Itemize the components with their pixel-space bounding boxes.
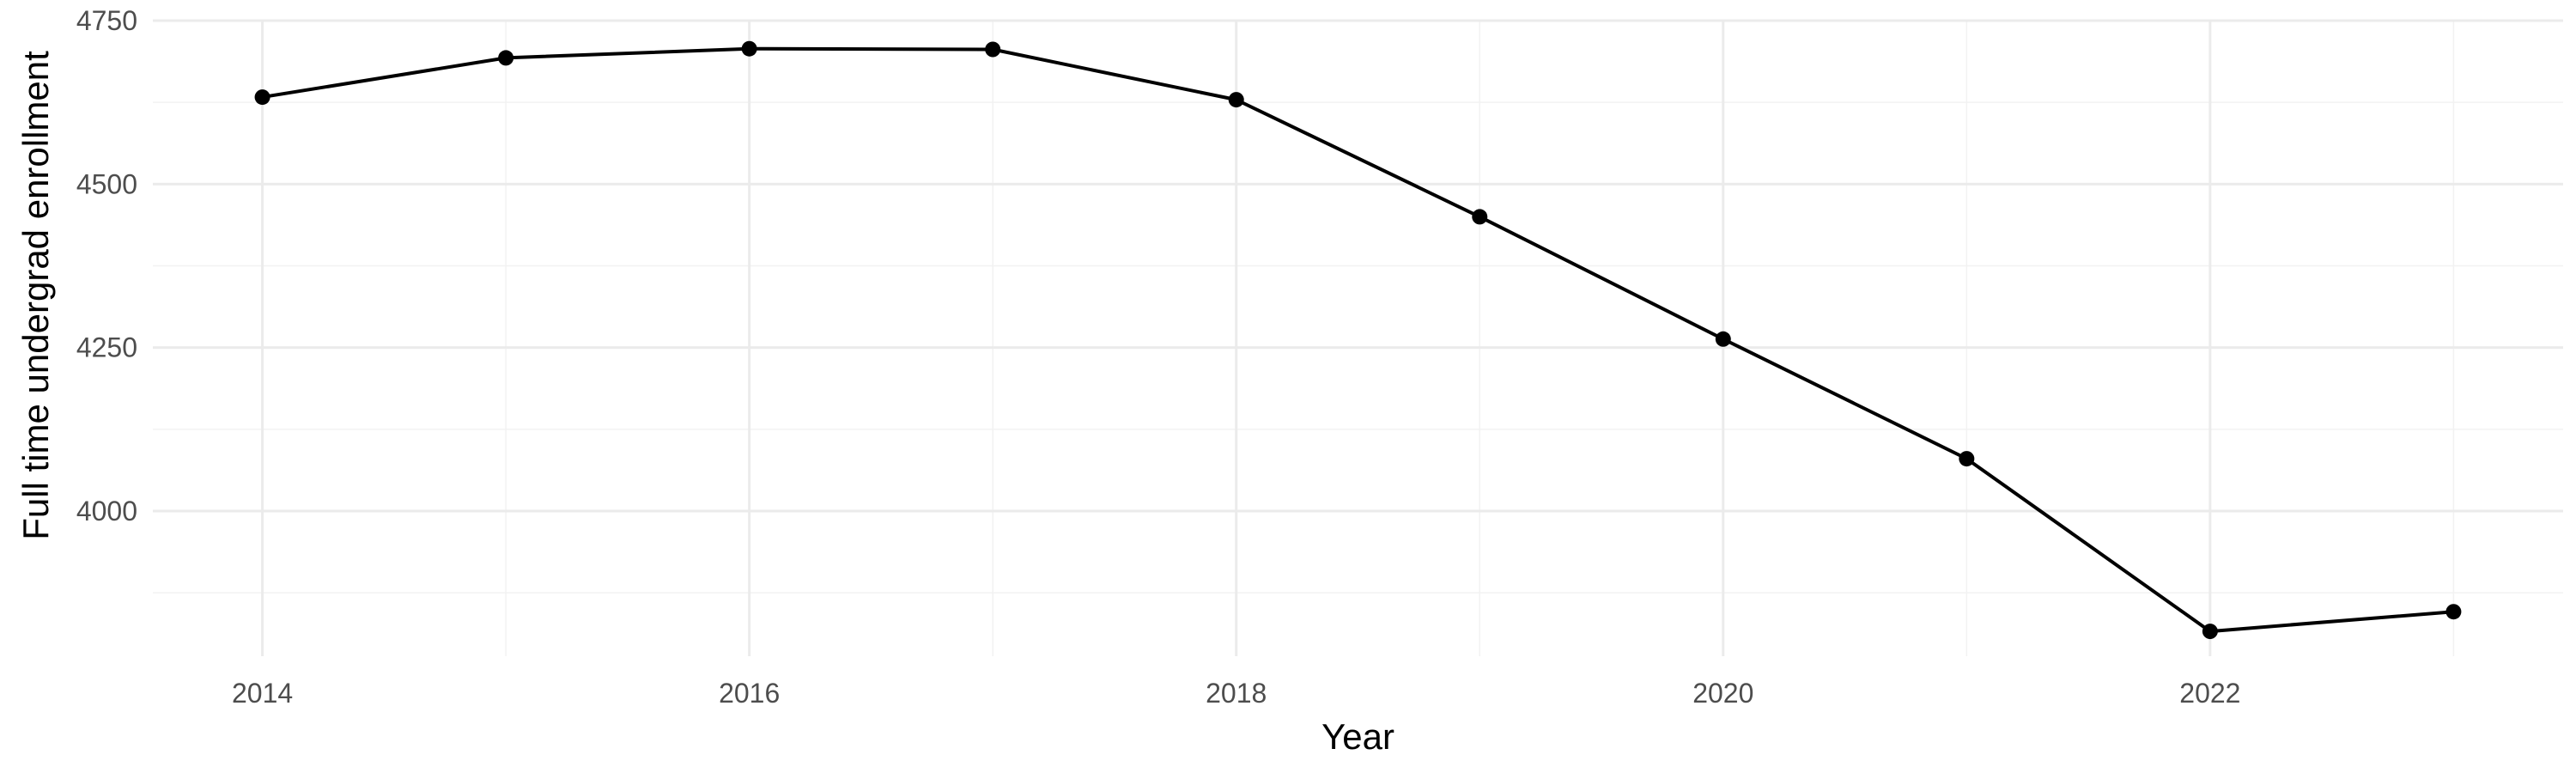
y-tick-label: 4000 [76,496,137,526]
data-point [1472,209,1488,225]
data-point [1959,451,1975,467]
series-enrollment [254,40,2462,640]
y-tick-label: 4250 [76,332,137,363]
data-point [741,40,757,57]
y-axis-title: Full time undergrad enrollment [15,51,56,540]
series-line [262,46,2454,634]
x-axis-title: Year [1321,716,1394,757]
x-tick-label: 2020 [1692,678,1753,709]
data-point [254,89,270,106]
y-tick-label: 4500 [76,168,137,199]
x-tick-label: 2022 [2179,678,2240,709]
x-tick-label: 2016 [719,678,780,709]
data-point [2202,624,2218,640]
tick-labels: 2014 2016 2018 2020 2022 4000 4250 4500 4750 [76,5,2241,709]
y-tick-label: 4750 [76,5,137,36]
x-tick-label: 2018 [1206,678,1267,709]
data-point [2445,604,2462,620]
x-tick-label: 2014 [232,678,293,709]
data-point [1715,331,1731,347]
data-point [985,41,1001,58]
data-point [1228,92,1244,108]
grid [153,19,2563,656]
data-point [498,50,514,66]
